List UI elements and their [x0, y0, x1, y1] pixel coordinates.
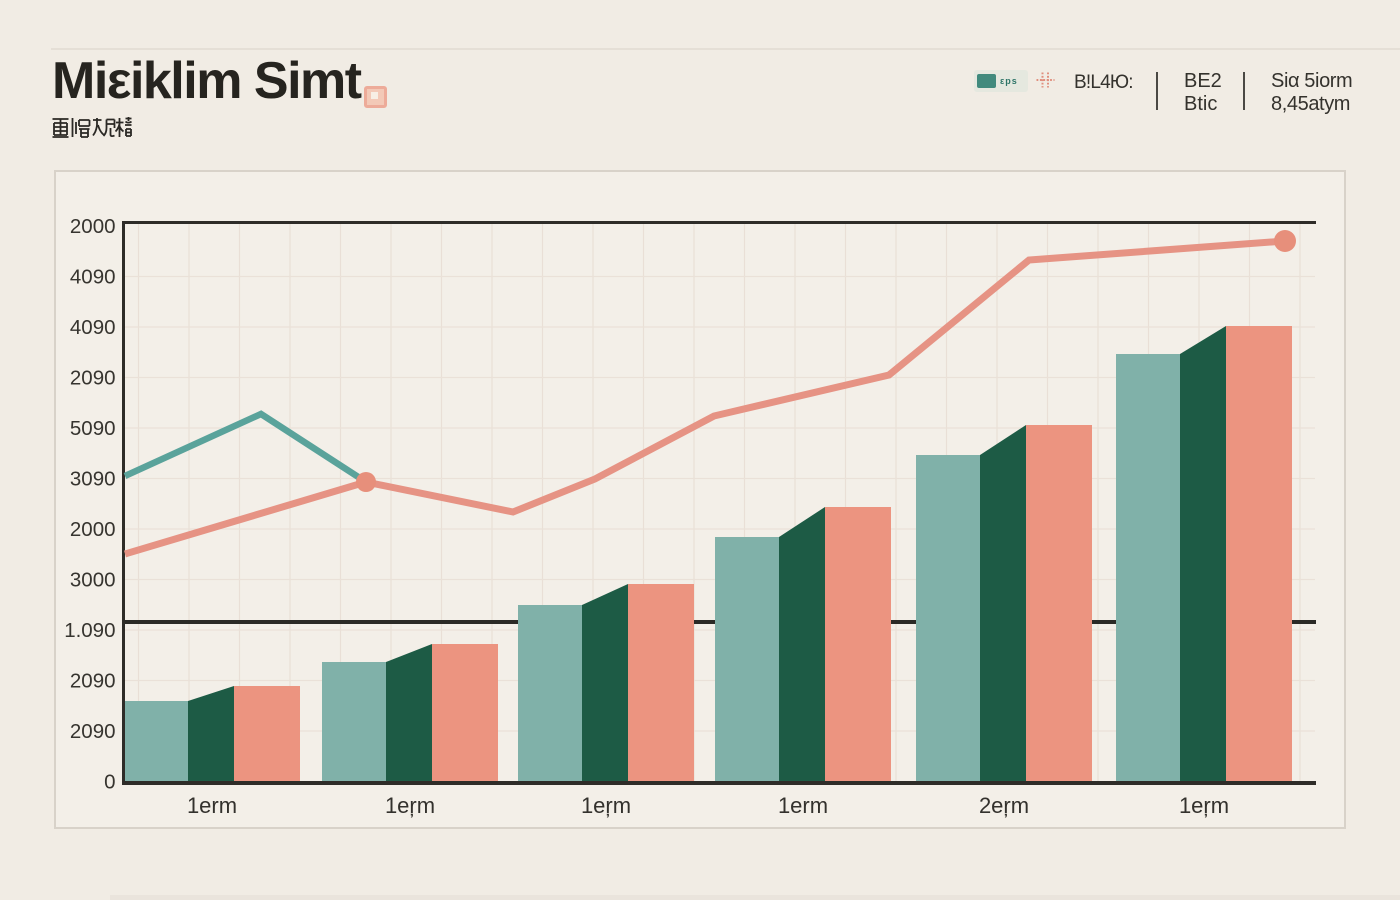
svg-text:3090: 3090	[70, 468, 116, 491]
svg-text:1erm: 1erm	[778, 793, 828, 818]
svg-text:2090: 2090	[70, 367, 116, 390]
svg-text:4090: 4090	[70, 316, 116, 339]
svg-text:1eŗm: 1eŗm	[385, 793, 435, 818]
svg-text:2000: 2000	[70, 215, 116, 238]
svg-text:2090: 2090	[70, 720, 116, 743]
svg-text:3000: 3000	[70, 569, 116, 592]
svg-text:4090: 4090	[70, 266, 116, 289]
svg-text:2090: 2090	[70, 670, 116, 693]
svg-text:1eŗm: 1eŗm	[581, 793, 631, 818]
svg-text:1erm: 1erm	[187, 793, 237, 818]
svg-text:1eŗm: 1eŗm	[1179, 793, 1229, 818]
svg-text:2000: 2000	[70, 518, 116, 541]
svg-text:2eŗm: 2eŗm	[979, 793, 1029, 818]
svg-text:0: 0	[104, 771, 115, 794]
svg-text:1.090: 1.090	[64, 619, 115, 642]
svg-text:5090: 5090	[70, 417, 116, 440]
